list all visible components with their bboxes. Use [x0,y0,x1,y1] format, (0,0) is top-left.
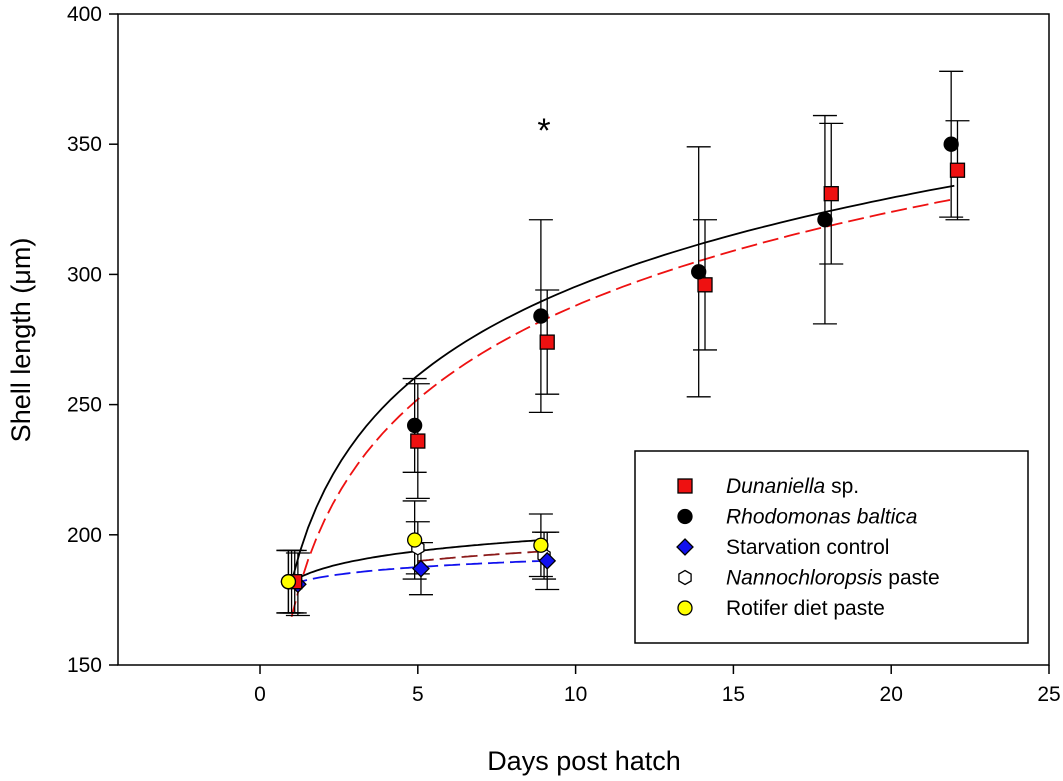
data-point [697,277,713,293]
data-point [817,212,833,228]
annotations: * [537,112,550,150]
data-markers [280,136,966,594]
data-point [691,264,707,280]
x-tick-label: 5 [412,683,424,706]
legend-label: Rotifer diet paste [726,597,885,620]
data-point [943,136,959,152]
x-tick-label: 20 [880,683,903,706]
legend: Dunaniella sp. Rhodomonas baltica Starvati… [634,450,1029,644]
legend-label: Dunaniella sp. [726,475,859,498]
legend-items: Dunaniella sp. Rhodomonas baltica Starvati… [676,475,940,620]
fit-curve [291,559,545,586]
y-tick-label: 350 [67,133,102,156]
fit-curve [290,198,955,618]
legend-marker [678,569,692,586]
legend-marker [677,478,693,494]
legend-label: Starvation control [726,536,889,559]
legend-marker [677,508,693,525]
legend-marker [676,538,694,556]
axes: 150 200 250 300 350 400 0 5 10 15 20 25 [67,3,1061,706]
data-point [539,334,555,350]
legend-label: Rhodomonas baltica [726,506,917,529]
y-tick-label: 300 [67,263,102,286]
data-point [407,532,423,548]
x-tick-label: 10 [564,683,587,706]
legend-box [634,450,1029,644]
x-tick-label: 0 [254,683,266,706]
legend-marker [677,600,693,616]
data-point [949,162,966,178]
y-tick-label: 200 [67,524,102,547]
data-point [538,551,557,570]
data-point [407,417,423,434]
legend-label: Nannochloropsis paste [726,567,940,590]
fit-curve [290,184,955,582]
data-point [823,186,839,202]
data-point [533,537,549,553]
data-point [533,308,549,324]
data-point [412,559,430,578]
y-tick-label: 400 [67,3,102,26]
data-point [410,433,426,449]
fit-curve [417,550,545,562]
y-axis-title: Shell length (μm) [6,238,36,443]
x-tick-label: 15 [722,683,745,706]
y-tick-label: 150 [67,654,102,677]
x-axis-title: Days post hatch [487,746,681,776]
y-tick-label: 250 [67,394,102,417]
significance-asterisk: * [537,112,550,150]
data-point [280,574,297,590]
plot-frame [117,13,1050,666]
x-tick-label: 25 [1037,683,1060,706]
